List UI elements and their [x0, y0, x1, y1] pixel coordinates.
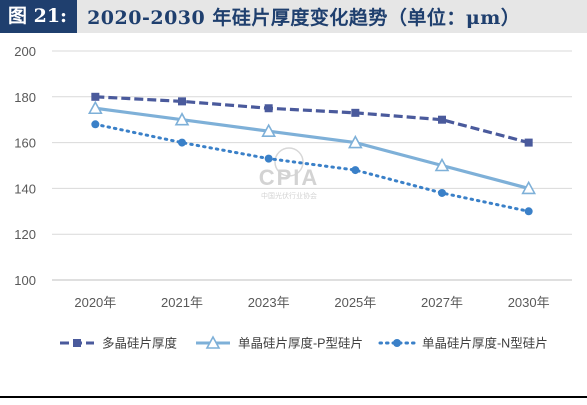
y-tick-label: 160 [14, 136, 36, 151]
x-tick-label: 2025年 [334, 295, 376, 310]
series-line [95, 106, 530, 190]
data-point [351, 166, 360, 175]
data-point [524, 207, 533, 216]
data-point [178, 138, 186, 147]
data-point [438, 188, 446, 197]
series-3 [91, 120, 533, 216]
series-group [87, 92, 537, 216]
x-tick-label: 2023年 [248, 295, 290, 310]
data-point [438, 115, 446, 124]
data-point [521, 180, 537, 195]
x-tick-label: 2020年 [74, 295, 116, 310]
legend-label: 单晶硅片厚度-P型硅片 [238, 336, 363, 351]
y-tick-label: 140 [14, 181, 36, 196]
legend-marker [393, 339, 401, 347]
title-bar: 图 21: 2020-2030 年硅片厚度变化趋势（单位：μm） [0, 0, 587, 33]
data-point [87, 100, 103, 115]
data-point [524, 138, 533, 147]
series-1 [91, 92, 533, 147]
data-point [347, 134, 363, 149]
legend-marker [73, 339, 81, 347]
legend-label: 单晶硅片厚度-N型硅片 [422, 336, 548, 351]
watermark: CPIA 中国光伏行业协会 [259, 147, 320, 200]
data-point [264, 104, 273, 113]
y-axis: 100 120 140 160 180 200 [14, 44, 36, 288]
x-tick-label: 2021年 [161, 295, 203, 310]
x-axis: 2020年 2021年 2023年 2025年 2027年 2030年 [74, 295, 549, 310]
series-line [95, 95, 530, 145]
figure-number: 图 21: [0, 0, 78, 33]
legend-item-1: 多晶硅片厚度 [60, 336, 178, 351]
legend-marker [205, 335, 221, 349]
data-point [434, 157, 450, 172]
x-tick-label: 2030年 [508, 295, 550, 310]
data-point [174, 112, 190, 126]
legend-label: 多晶硅片厚度 [102, 336, 178, 351]
watermark-text: CPIA [259, 165, 320, 190]
data-point [91, 120, 100, 129]
y-tick-label: 200 [14, 44, 36, 59]
bottom-rule [0, 396, 587, 398]
y-tick-label: 100 [14, 273, 36, 288]
x-tick-label: 2027年 [421, 295, 463, 310]
grid-lines [52, 50, 572, 281]
data-point [261, 123, 277, 137]
y-tick-label: 120 [14, 227, 36, 242]
watermark-sun-icon [274, 147, 304, 177]
series-line [93, 122, 531, 213]
figure-title: 2020-2030 年硅片厚度变化趋势（单位：μm） [87, 7, 521, 29]
data-point [351, 108, 360, 117]
watermark-subtext: 中国光伏行业协会 [261, 191, 317, 200]
data-point [264, 154, 273, 163]
legend: 多晶硅片厚度 单晶硅片厚度-P型硅片 单晶硅片厚度-N型硅片 [60, 335, 548, 351]
y-tick-label: 180 [14, 90, 36, 105]
data-point [178, 97, 186, 106]
series-2 [87, 100, 537, 195]
legend-item-3: 单晶硅片厚度-N型硅片 [378, 336, 548, 351]
legend-item-2: 单晶硅片厚度-P型硅片 [196, 335, 363, 351]
data-point [91, 92, 100, 101]
